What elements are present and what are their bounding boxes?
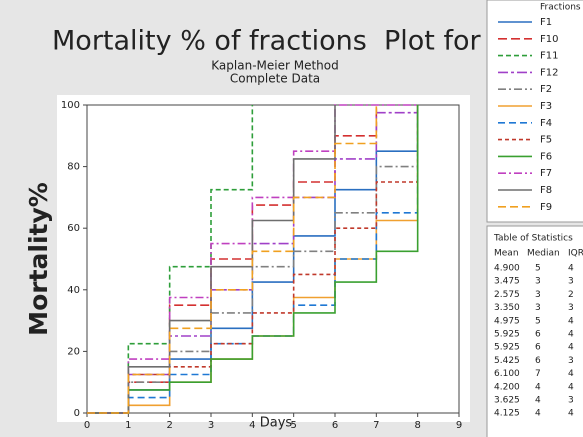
stats-cell: 4.975 (494, 316, 520, 326)
y-tick-label: 20 (67, 346, 80, 357)
legend-label: F4 (540, 118, 552, 129)
y-tick-label: 80 (67, 162, 80, 173)
legend: F1 F10 F11 F12 F2 F3 F4 F5 F6 F7 F8 F9 (498, 17, 558, 213)
stats-cell: 6 (535, 356, 541, 366)
x-tick-label: 4 (249, 420, 255, 431)
legend-label: F9 (540, 202, 552, 213)
legend-label: F11 (540, 51, 558, 62)
x-tick-label: 1 (125, 420, 131, 431)
x-tick-label: 0 (84, 420, 90, 431)
stats-cell: 3 (568, 303, 574, 313)
stats-cell: 5 (535, 264, 541, 274)
stats-title: Table of Statistics (493, 234, 573, 244)
legend-title: Fractions (540, 3, 581, 13)
legend-label: F3 (540, 101, 552, 112)
stats-cell: 7 (535, 369, 541, 379)
stats-cell: 4 (568, 316, 574, 326)
stats-cell: 4.200 (494, 382, 520, 392)
x-tick-label: 9 (456, 420, 462, 431)
x-tick-label: 2 (166, 420, 172, 431)
stats-box (486, 225, 583, 437)
step-line (87, 105, 419, 414)
subtitle: Kaplan-Meier Method (211, 59, 338, 73)
stats-cell: 6.100 (494, 369, 520, 379)
stats-cell: 3.475 (494, 277, 520, 287)
stats-cell: 4 (535, 382, 541, 392)
step-line (87, 105, 419, 414)
stats-cell: 4 (568, 409, 574, 419)
x-axis-label: Days (260, 416, 293, 431)
stats-cell: 6 (535, 343, 541, 353)
stats-header: Mean (494, 249, 519, 259)
plot-marks: 0 20 40 60 80 100 0 1 2 3 4 5 6 7 8 9 (61, 100, 462, 431)
legend-box (486, 0, 583, 223)
y-tick-label: 0 (74, 408, 80, 419)
stats-cell: 4 (535, 409, 541, 419)
chart-title: Mortality % of fractions Plot for Days (52, 26, 557, 57)
y-tick-label: 60 (67, 223, 80, 234)
stats-cell: 2.575 (494, 290, 520, 300)
legend-label: F5 (540, 135, 552, 146)
stats-cell: 3 (535, 277, 541, 287)
x-tick-label: 3 (208, 420, 214, 431)
step-line (87, 105, 336, 414)
stats-cell: 3 (568, 356, 574, 366)
legend-label: F7 (540, 168, 552, 179)
stats-cell: 5.925 (494, 343, 520, 353)
legend-label: F10 (540, 34, 558, 45)
stats-cell: 6 (535, 330, 541, 340)
stats-header: IQR (568, 249, 583, 259)
step-line (87, 105, 378, 414)
x-tick-label: 5 (290, 420, 296, 431)
legend-label: F6 (540, 151, 552, 162)
stats-cell: 5.925 (494, 330, 520, 340)
legend-label: F12 (540, 67, 558, 78)
stats-table: Mean Median IQR 4.900 5 4 3.475 3 3 2.575 3 2 3.350 3… (494, 249, 583, 419)
stats-cell: 3.625 (494, 396, 520, 406)
y-axis-label: Mortality% (24, 182, 53, 336)
stats-cell: 3 (535, 303, 541, 313)
stats-cell: 3 (568, 396, 574, 406)
stats-cell: 5.425 (494, 356, 520, 366)
stats-cell: 4 (568, 382, 574, 392)
stats-cell: 2 (568, 290, 574, 300)
stats-cell: 4 (535, 396, 541, 406)
stats-cell: 5 (535, 316, 541, 326)
stats-cell: 3.350 (494, 303, 520, 313)
stats-cell: 3 (535, 290, 541, 300)
stats-cell: 4.900 (494, 264, 520, 274)
subtitle: Complete Data (230, 72, 320, 86)
legend-label: F2 (540, 84, 552, 95)
axes-frame (86, 104, 460, 414)
x-tick-label: 6 (332, 420, 338, 431)
x-tick-label: 7 (373, 420, 379, 431)
y-tick-label: 100 (61, 100, 80, 111)
stats-cell: 4 (568, 330, 574, 340)
y-tick-label: 40 (67, 285, 80, 296)
stats-cell: 4 (568, 369, 574, 379)
stats-cell: 4 (568, 343, 574, 353)
x-tick-label: 8 (414, 420, 420, 431)
legend-label: F8 (540, 185, 552, 196)
plot-area (57, 95, 470, 422)
legend-label: F1 (540, 17, 552, 28)
stats-cell: 4 (568, 264, 574, 274)
stats-cell: 3 (568, 277, 574, 287)
stats-header: Median (527, 249, 560, 259)
stats-cell: 4.125 (494, 409, 520, 419)
